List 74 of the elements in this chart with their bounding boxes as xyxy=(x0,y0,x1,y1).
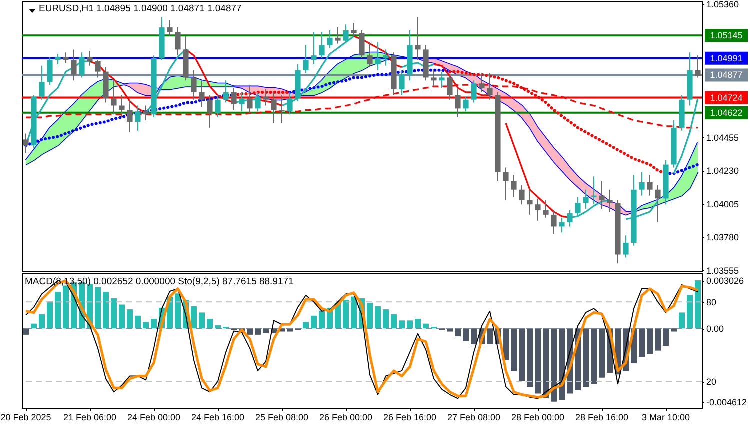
bar xyxy=(127,310,133,329)
bar xyxy=(551,328,557,402)
bar xyxy=(679,312,685,329)
bar xyxy=(591,328,597,384)
bar xyxy=(535,328,541,394)
bar xyxy=(583,328,589,388)
bar xyxy=(39,314,45,329)
bar xyxy=(687,295,693,329)
x-tick-label: 28 Feb 16:00 xyxy=(575,412,629,422)
x-tick-label: 21 Feb 06:00 xyxy=(63,412,117,422)
bar xyxy=(111,298,117,329)
bar xyxy=(103,292,109,329)
bar xyxy=(247,328,253,335)
bar xyxy=(263,328,269,334)
bar xyxy=(207,319,213,329)
y2-tick-label: 20 xyxy=(706,377,717,388)
x-tick-label: 20 Feb 2025 xyxy=(0,412,52,422)
bar xyxy=(255,328,261,335)
bar xyxy=(55,292,61,329)
bar xyxy=(655,328,661,351)
candlestick xyxy=(623,235,629,258)
bar xyxy=(383,310,389,329)
bar xyxy=(463,328,469,342)
x-tick-label: 28 Feb 00:00 xyxy=(511,412,565,422)
bar xyxy=(671,328,677,332)
bar xyxy=(119,304,125,329)
bar xyxy=(663,328,669,346)
bar xyxy=(519,328,525,381)
bar xyxy=(543,328,549,398)
candlestick xyxy=(23,133,29,154)
bar xyxy=(47,302,53,329)
y-tick-label: -0.004612 xyxy=(706,397,748,408)
x-tick-label: 25 Feb 08:00 xyxy=(255,412,309,422)
bar xyxy=(311,316,317,329)
bar xyxy=(455,328,461,337)
bar xyxy=(487,328,493,344)
bar xyxy=(191,306,197,329)
bar xyxy=(135,316,141,329)
x-tick-label: 24 Feb 16:00 xyxy=(191,412,245,422)
x-tick-label: 26 Feb 16:00 xyxy=(383,412,437,422)
x-tick-label: 3 Mar 10:00 xyxy=(642,412,690,422)
bar xyxy=(143,322,149,329)
y2-tick-label: 80 xyxy=(706,298,717,308)
bar xyxy=(375,306,381,329)
bar xyxy=(151,319,157,329)
bar xyxy=(343,300,349,329)
bar xyxy=(511,328,517,372)
bar xyxy=(63,286,69,329)
y-tick-label: 0.003026 xyxy=(706,276,744,286)
bar xyxy=(31,324,37,329)
bar xyxy=(199,312,205,329)
bar xyxy=(599,328,605,378)
bar xyxy=(23,328,29,335)
bar xyxy=(351,296,357,329)
bar xyxy=(647,328,653,354)
bar xyxy=(695,280,701,329)
y-tick-label: 1.03555 xyxy=(706,266,740,276)
bar xyxy=(367,303,373,329)
y-tick-label: 0.00 xyxy=(706,324,724,334)
bar xyxy=(407,320,413,329)
bar xyxy=(303,322,309,329)
x-tick-label: 24 Feb 00:00 xyxy=(127,412,181,422)
bar xyxy=(415,319,421,329)
bar xyxy=(639,328,645,358)
x-tick-label: 27 Feb 08:00 xyxy=(447,412,501,422)
bar xyxy=(175,294,181,329)
bar xyxy=(95,287,101,329)
x-tick-label: 26 Feb 00:00 xyxy=(319,412,373,422)
bar xyxy=(527,328,533,388)
bar xyxy=(471,328,477,344)
bar xyxy=(319,311,325,329)
bar xyxy=(399,320,405,329)
bar xyxy=(503,328,509,360)
bar xyxy=(391,314,397,329)
